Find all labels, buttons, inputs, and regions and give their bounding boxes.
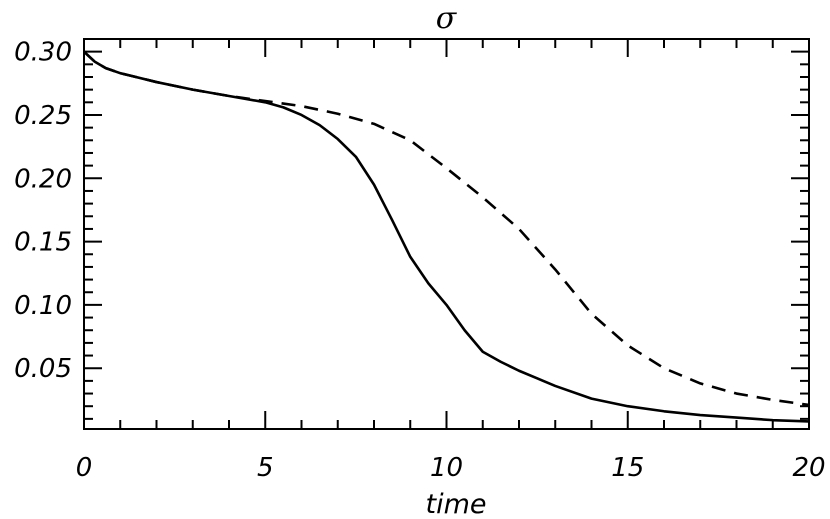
y-tick-label: 0.25 xyxy=(14,101,72,131)
x-tick-label: 15 xyxy=(611,453,644,483)
series-line-dashed xyxy=(83,50,810,407)
y-tick-label: 0.20 xyxy=(14,164,72,194)
tick-labels: 0 5 10 15 20 0.05 0.10 0.15 0.20 0.25 0.30 xyxy=(14,38,825,483)
y-tick-label: 0.30 xyxy=(14,38,72,68)
y-tick-label: 0.05 xyxy=(14,354,72,384)
plot-area xyxy=(83,50,810,423)
plot-frame xyxy=(83,38,810,430)
series-line-solid xyxy=(83,50,810,423)
x-tick-label: 5 xyxy=(257,453,274,483)
x-tick-label: 10 xyxy=(430,453,463,483)
x-tick-label: 0 xyxy=(76,453,93,483)
x-tick-label: 20 xyxy=(792,453,825,483)
y-tick-label: 0.15 xyxy=(14,228,72,258)
x-axis-title: time xyxy=(425,489,486,519)
chart-title: σ xyxy=(436,1,458,36)
axis-ticks xyxy=(83,39,810,429)
y-tick-label: 0.10 xyxy=(14,291,72,321)
